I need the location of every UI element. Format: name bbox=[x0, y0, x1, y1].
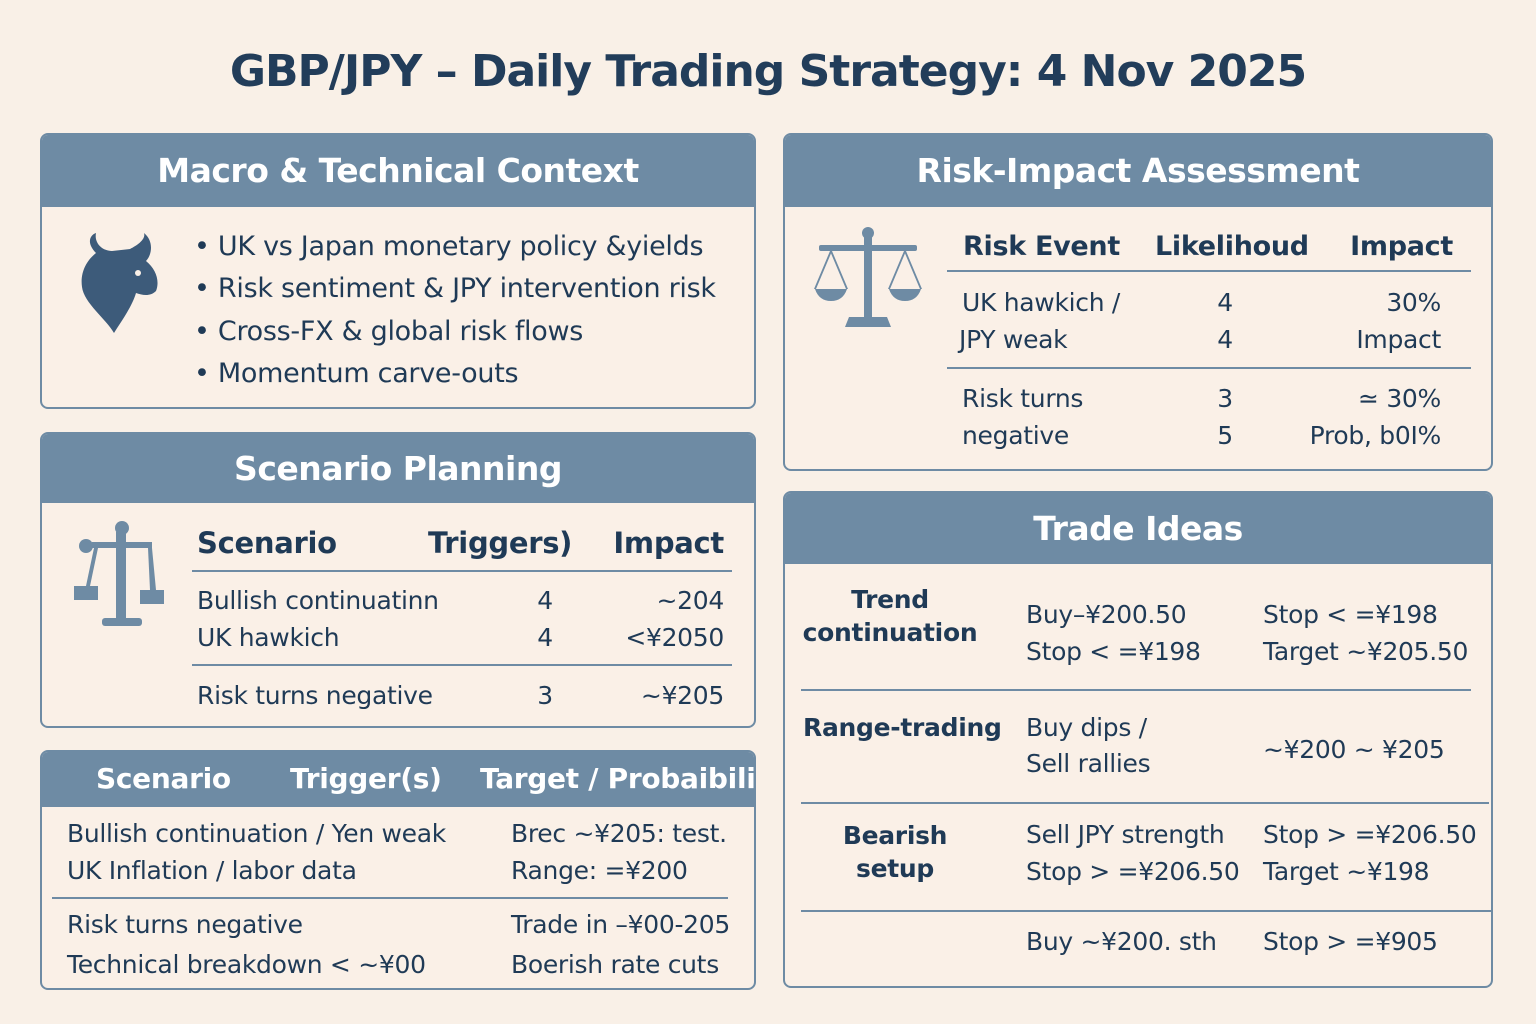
trade-ideas-panel: Trade Ideas Trend continuation Buy–¥200.… bbox=[783, 491, 1493, 988]
cell: Bullish continuatinn bbox=[197, 586, 439, 615]
trade-name: Range-trading bbox=[803, 713, 1002, 742]
cell: 4 bbox=[537, 623, 553, 652]
bullet-item: • Risk sentiment & JPY intervention risk bbox=[194, 273, 716, 304]
cell: <¥2050 bbox=[625, 623, 724, 652]
cell: negative bbox=[962, 421, 1069, 450]
cell: UK hawkich / bbox=[962, 288, 1121, 317]
cell: Target ~¥205.50 bbox=[1263, 637, 1469, 666]
bullet-item: • Momentum carve-outs bbox=[194, 358, 519, 389]
divider bbox=[947, 367, 1471, 369]
balance-scale-icon bbox=[814, 227, 922, 327]
col-header: Target / Probaibility bbox=[480, 762, 756, 795]
risk-heading: Risk-Impact Assessment bbox=[785, 135, 1491, 207]
cell: ~204 bbox=[656, 586, 725, 615]
divider bbox=[801, 910, 1491, 912]
divider bbox=[801, 802, 1489, 804]
scenario-table: Scenario Trigger(s) Target / Probaibilit… bbox=[40, 750, 756, 990]
bullet-item: • Cross-FX & global risk flows bbox=[194, 316, 584, 347]
cell: Trade in –¥00-205 bbox=[511, 910, 730, 939]
col-header: Scenario bbox=[96, 762, 231, 795]
cell: Buy dips / bbox=[1026, 713, 1147, 742]
macro-panel: Macro & Technical Context • UK vs Japan … bbox=[40, 133, 756, 409]
cell: Range: =¥200 bbox=[511, 856, 688, 885]
cell: UK Inflation / labor data bbox=[67, 856, 357, 885]
divider bbox=[52, 897, 728, 899]
cell: 4 bbox=[1217, 288, 1233, 317]
cell: Buy ~¥200. sth bbox=[1026, 927, 1217, 956]
col-header: Risk Event bbox=[963, 231, 1120, 262]
cell: ~¥200 ~ ¥205 bbox=[1263, 735, 1445, 764]
cell: Stop < =¥198 bbox=[1263, 600, 1438, 629]
cell: Stop < =¥198 bbox=[1026, 637, 1201, 666]
cell: Stop > =¥206.50 bbox=[1026, 857, 1240, 886]
cell: 3 bbox=[1217, 384, 1233, 413]
col-header: Likelihoud bbox=[1155, 231, 1309, 262]
cell: Technical breakdown < ~¥00 bbox=[67, 950, 426, 979]
trade-name: Trend continuation bbox=[802, 585, 978, 647]
page-title: GBP/JPY – Daily Trading Strategy: 4 Nov … bbox=[229, 46, 1307, 97]
cell: ≃ 30% bbox=[1358, 384, 1441, 413]
col-header: Trigger(s) bbox=[290, 762, 442, 795]
col-header: Impact bbox=[613, 526, 724, 560]
cell: Buy–¥200.50 bbox=[1026, 600, 1187, 629]
cell: Sell rallies bbox=[1026, 749, 1151, 778]
cell: Risk turns negative bbox=[197, 681, 433, 710]
cell: JPY weak bbox=[959, 325, 1068, 354]
bullet-item: • UK vs Japan monetary policy &yields bbox=[194, 231, 704, 262]
scales-icon bbox=[74, 521, 164, 626]
divider bbox=[947, 270, 1471, 272]
bull-icon bbox=[81, 233, 158, 333]
table-header: Scenario Trigger(s) Target / Probaibilit… bbox=[42, 752, 754, 807]
macro-heading: Macro & Technical Context bbox=[42, 135, 754, 207]
risk-panel: Risk-Impact Assessment Risk Event Likeli… bbox=[783, 133, 1493, 471]
scenario-panel: Scenario Planning Scenario Triggers) Imp… bbox=[40, 432, 756, 728]
cell: Target ~¥198 bbox=[1263, 857, 1430, 886]
cell: Prob, b0I% bbox=[1309, 421, 1442, 450]
cell: 4 bbox=[537, 586, 553, 615]
scenario-heading: Scenario Planning bbox=[42, 434, 754, 503]
divider bbox=[801, 689, 1471, 691]
cell: Boerish rate cuts bbox=[511, 950, 719, 979]
cell: Brec ~¥205: test. bbox=[511, 819, 727, 848]
trade-ideas-heading: Trade Ideas bbox=[785, 493, 1491, 564]
cell: Bullish continuation / Yen weak bbox=[67, 819, 446, 848]
cell: Risk turns negative bbox=[67, 910, 303, 939]
cell: 5 bbox=[1217, 421, 1233, 450]
cell: Sell JPY strength bbox=[1026, 820, 1225, 849]
cell: Risk turns bbox=[962, 384, 1084, 413]
col-header: Triggers) bbox=[428, 526, 573, 560]
trade-name: Bearish setup bbox=[842, 821, 948, 883]
cell: 30% bbox=[1386, 288, 1441, 317]
cell: Stop > =¥905 bbox=[1263, 927, 1438, 956]
divider bbox=[192, 570, 732, 572]
col-header: Scenario bbox=[197, 526, 337, 560]
cell: UK hawkich bbox=[197, 623, 340, 652]
cell: Impact bbox=[1356, 325, 1441, 354]
cell: 4 bbox=[1217, 325, 1233, 354]
cell: Stop > =¥206.50 bbox=[1263, 820, 1477, 849]
col-header: Impact bbox=[1350, 231, 1453, 262]
cell: ~¥205 bbox=[640, 681, 724, 710]
cell: 3 bbox=[537, 681, 553, 710]
divider bbox=[192, 664, 732, 666]
